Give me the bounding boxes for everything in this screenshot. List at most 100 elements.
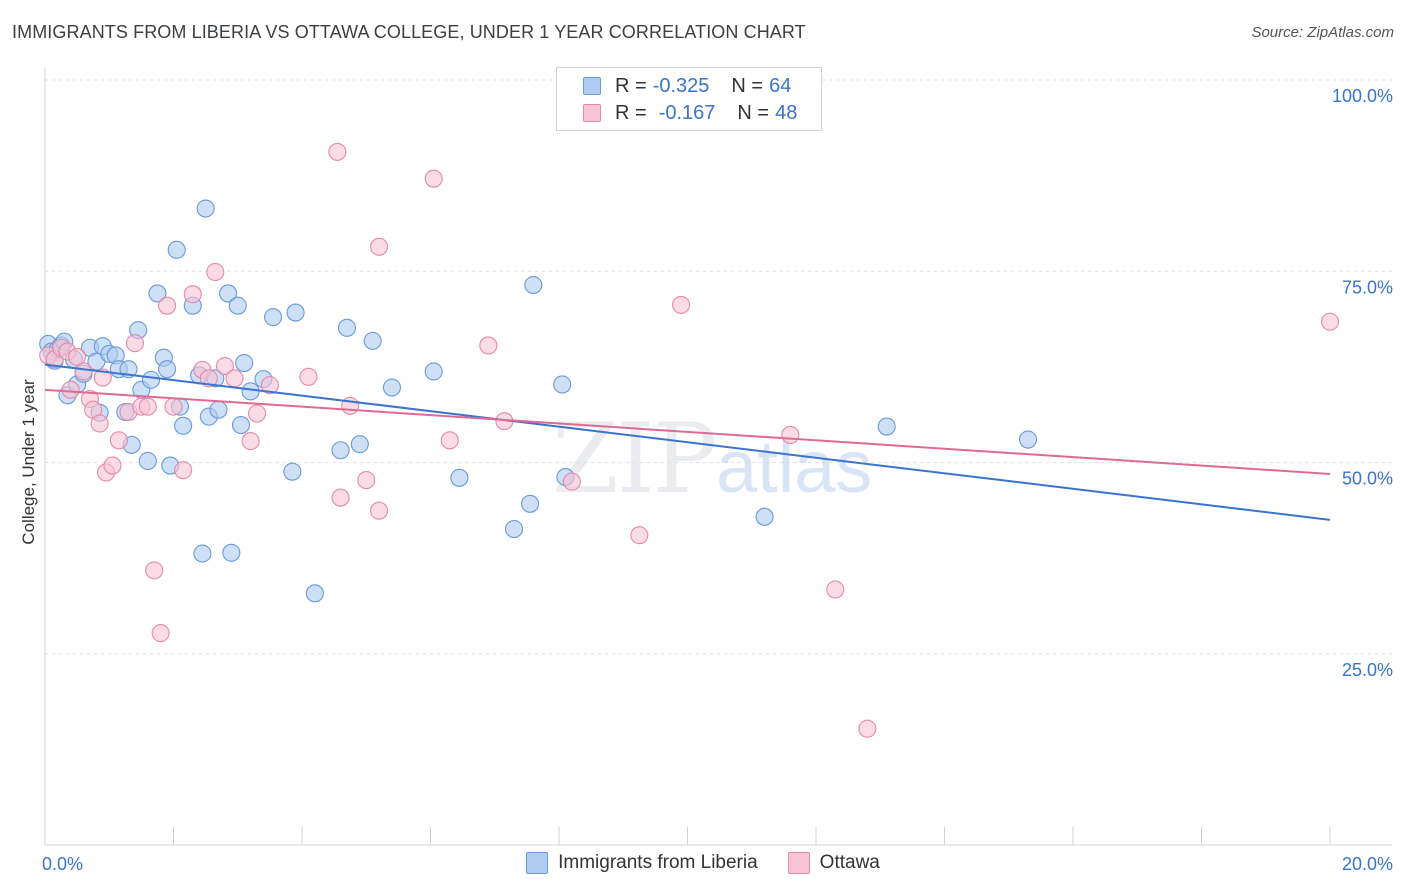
data-point-liberia: [167, 240, 186, 259]
n-label: N =: [737, 101, 770, 124]
legend-swatch-liberia: [526, 852, 549, 874]
data-point-liberia: [553, 375, 572, 394]
y-tick-label: 100.0%: [1332, 86, 1393, 106]
data-point-ottawa: [215, 357, 234, 376]
data-point-ottawa: [206, 262, 225, 282]
data-point-liberia: [219, 284, 238, 303]
trend-line-liberia: [44, 363, 1331, 521]
tick-labels: 25.0% 50.0% 75.0% 100.0% 0.0% 20.0%: [42, 86, 1393, 874]
data-point-liberia: [521, 494, 540, 513]
legend-swatch-ottawa: [787, 852, 810, 874]
data-point-ottawa: [630, 526, 649, 545]
data-point-liberia: [331, 441, 350, 460]
data-point-liberia: [424, 362, 443, 381]
legend-label-liberia: Immigrants from Liberia: [558, 852, 758, 873]
data-point-ottawa: [357, 471, 376, 490]
data-point-ottawa: [158, 296, 177, 315]
data-point-ottawa: [370, 501, 389, 520]
n-value-ottawa: 48: [775, 101, 798, 124]
data-point-ottawa: [103, 456, 122, 475]
data-point-liberia: [141, 370, 161, 389]
data-point-ottawa: [440, 431, 459, 450]
data-point-liberia: [524, 275, 543, 295]
data-point-ottawa: [299, 367, 318, 386]
data-point-liberia: [231, 415, 251, 435]
data-point-liberia: [209, 400, 228, 419]
n-value-liberia: 64: [769, 74, 792, 97]
data-point-ottawa: [174, 461, 193, 480]
data-point-liberia: [138, 451, 157, 471]
data-point-liberia: [337, 318, 357, 337]
chart-title: IMMIGRANTS FROM LIBERIA VS OTTAWA COLLEG…: [12, 22, 806, 42]
data-point-ottawa: [74, 362, 93, 381]
data-point-ottawa: [260, 376, 279, 395]
data-point-liberia: [350, 435, 369, 454]
stats-legend: R = -0.325 N = 64 R = -0.167 N = 48: [556, 67, 822, 131]
data-point-liberia: [228, 296, 247, 315]
data-point-liberia: [450, 468, 469, 487]
liberia-swatch: [583, 77, 601, 95]
trend-lines: [44, 363, 1331, 521]
data-point-ottawa: [247, 404, 267, 423]
data-point-liberia: [363, 331, 382, 350]
trend-line-ottawa: [44, 388, 1331, 475]
data-point-liberia: [283, 462, 302, 481]
y-tick-label: 75.0%: [1342, 277, 1393, 297]
data-point-ottawa: [109, 431, 128, 450]
data-point-ottawa: [781, 425, 800, 445]
data-point-liberia: [241, 382, 260, 401]
data-point-liberia: [382, 378, 402, 397]
series-liberia-points: [39, 199, 1038, 603]
data-point-ottawa: [672, 295, 691, 314]
data-point-ottawa: [328, 142, 347, 161]
data-point-ottawa: [145, 561, 164, 580]
stats-legend-row-ottawa: R = -0.167 N = 48: [583, 101, 797, 125]
data-point-liberia: [1018, 430, 1038, 449]
data-point-ottawa: [331, 488, 350, 507]
y-tick-label: 50.0%: [1342, 469, 1393, 489]
r-value-liberia: -0.325: [652, 74, 710, 97]
r-value-ottawa: -0.167: [658, 101, 716, 124]
data-point-liberia: [305, 584, 324, 603]
legend-item-ottawa: Ottawa: [787, 852, 880, 874]
data-point-ottawa: [138, 397, 157, 416]
r-label: R =: [615, 74, 647, 97]
data-point-liberia: [286, 303, 305, 322]
data-point-ottawa: [562, 472, 581, 491]
data-point-liberia: [148, 284, 167, 303]
axes: [44, 68, 1392, 846]
data-point-liberia: [504, 520, 524, 539]
watermark-zip: ZIP: [552, 403, 715, 515]
data-point-ottawa: [858, 719, 877, 738]
data-point-ottawa: [90, 414, 109, 433]
data-point-ottawa: [424, 169, 443, 188]
data-point-ottawa: [93, 368, 112, 387]
data-point-ottawa: [151, 624, 170, 643]
data-point-liberia: [158, 360, 177, 379]
data-point-ottawa: [370, 237, 389, 256]
data-point-ottawa: [199, 369, 218, 388]
data-point-ottawa: [479, 336, 498, 355]
y-axis-label: College, Under 1 year: [19, 379, 38, 545]
data-point-liberia: [193, 544, 212, 563]
data-point-ottawa: [1320, 312, 1340, 331]
data-point-liberia: [755, 507, 774, 526]
data-point-ottawa: [241, 432, 260, 451]
data-point-ottawa: [125, 334, 144, 353]
data-point-ottawa: [61, 380, 80, 399]
ottawa-swatch: [583, 104, 601, 122]
data-point-liberia: [196, 199, 215, 218]
x-tick-label-max: 20.0%: [1342, 854, 1393, 874]
n-label: N =: [731, 74, 764, 97]
source-label: Source: ZipAtlas.com: [1251, 24, 1394, 41]
data-point-liberia: [877, 417, 896, 436]
data-point-ottawa: [183, 285, 202, 304]
data-point-liberia: [222, 543, 241, 562]
data-point-liberia: [264, 308, 283, 327]
data-point-ottawa: [826, 580, 845, 599]
stats-legend-row-liberia: R = -0.325 N = 64: [583, 74, 791, 98]
data-point-ottawa: [225, 369, 244, 388]
legend-label-ottawa: Ottawa: [819, 852, 880, 873]
data-point-ottawa: [164, 397, 183, 416]
